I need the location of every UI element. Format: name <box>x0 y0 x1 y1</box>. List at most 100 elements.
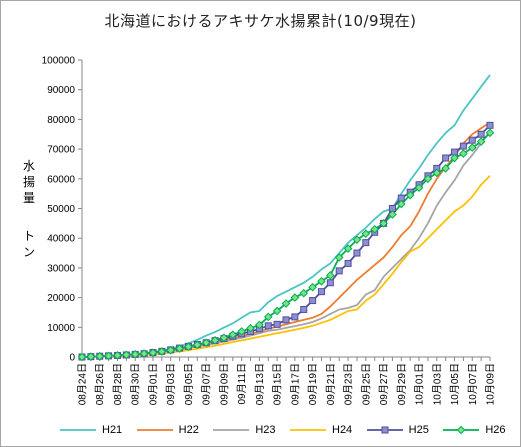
legend-label: H22 <box>178 424 199 436</box>
legend-label: H24 <box>332 424 353 436</box>
data-point-h26 <box>255 320 264 330</box>
x-tick-label: 08月28日 <box>112 363 124 405</box>
data-point-h26 <box>308 282 317 292</box>
data-point-h26 <box>263 312 273 322</box>
data-point-h25 <box>353 249 361 257</box>
y-tick-label: 30000 <box>47 263 75 274</box>
y-tick-label: 80000 <box>47 115 75 126</box>
data-point-h25 <box>309 297 317 305</box>
legend-label: H21 <box>102 424 123 436</box>
data-point-h26 <box>432 168 442 178</box>
data-point-h26 <box>343 244 353 253</box>
data-point-h26 <box>334 253 344 262</box>
data-point-h25 <box>326 279 334 287</box>
legend-item-h26: H26 <box>441 421 506 439</box>
legend-item-h23: H23 <box>211 421 276 439</box>
data-point-h26 <box>139 349 149 358</box>
data-point-h26 <box>228 330 238 340</box>
x-tick-label: 08月26日 <box>94 363 106 405</box>
legend-item-h22: H22 <box>135 421 199 439</box>
legend-label: H23 <box>255 424 276 436</box>
data-point-h25 <box>477 130 485 138</box>
data-point-h26 <box>379 219 388 228</box>
data-point-h26 <box>184 342 193 352</box>
data-point-h26 <box>290 293 300 302</box>
data-point-h26 <box>95 351 105 361</box>
y-axis-label-char: ト <box>22 229 35 243</box>
x-tick-label: 09月27日 <box>378 363 390 405</box>
x-tick-label: 09月03日 <box>165 363 177 405</box>
data-point-h26 <box>299 288 309 298</box>
legend-item-h25: H25 <box>365 421 429 439</box>
y-tick-label: 50000 <box>47 204 75 215</box>
legend-swatch <box>136 429 173 431</box>
x-tick-label: 09月13日 <box>254 363 266 405</box>
x-tick-label: 09月25日 <box>360 363 372 405</box>
y-axis-label-char: 揚 <box>22 175 35 189</box>
data-point-h26 <box>485 128 495 138</box>
data-point-h25 <box>300 305 308 313</box>
y-axis-label-char: 量 <box>22 191 35 205</box>
data-point-h25 <box>468 136 476 144</box>
data-point-h25 <box>317 288 325 296</box>
data-point-h25 <box>344 259 352 267</box>
y-tick-label: 70000 <box>47 145 75 156</box>
data-point-h26 <box>210 336 220 345</box>
x-tick-label: 10月03日 <box>431 363 443 405</box>
x-tick-label: 09月05日 <box>183 363 195 405</box>
y-tick-label: 0 <box>69 353 75 364</box>
data-point-h26 <box>192 340 202 350</box>
data-point-h26 <box>326 271 335 280</box>
data-point-h25 <box>362 239 370 247</box>
y-axis-label-char: 水 <box>22 159 35 173</box>
data-point-h26 <box>450 153 459 163</box>
legend-swatch <box>366 426 403 434</box>
legend-label: H26 <box>485 424 506 436</box>
data-point-h26 <box>122 350 131 360</box>
legend-item-h21: H21 <box>58 421 122 439</box>
y-tick-label: 60000 <box>47 174 75 185</box>
legend-swatch <box>213 429 250 431</box>
data-point-h26 <box>317 276 326 286</box>
data-point-h26 <box>396 199 406 209</box>
x-tick-label: 09月09日 <box>218 363 230 405</box>
x-tick-label: 09月11日 <box>236 363 248 405</box>
data-point-h26 <box>148 348 158 358</box>
data-point-h25 <box>335 267 343 275</box>
data-point-h26 <box>219 333 229 343</box>
x-tick-label: 09月19日 <box>307 363 319 405</box>
data-point-h26 <box>476 137 486 146</box>
y-tick-label: 20000 <box>47 293 75 304</box>
x-tick-label: 10月09日 <box>485 363 497 405</box>
data-point-h26 <box>414 183 424 193</box>
series-line-h21 <box>81 74 491 358</box>
legend-swatch <box>290 429 326 431</box>
y-axis-label: 水 揚 量 ト ン <box>18 158 40 260</box>
x-tick-label: 09月29日 <box>396 363 408 405</box>
data-point-h26 <box>370 224 380 234</box>
legend-swatch <box>60 429 96 431</box>
x-tick-label: 09月17日 <box>289 363 301 405</box>
data-point-h26 <box>361 229 371 239</box>
data-point-h25 <box>442 154 450 162</box>
legend-label: H25 <box>408 424 429 436</box>
chart-title: 北海道におけるアキサケ水揚累計(10/9現在) <box>104 12 417 30</box>
data-point-h26 <box>441 164 450 173</box>
y-tick-label: 40000 <box>47 234 75 245</box>
data-point-h26 <box>272 306 282 316</box>
x-tick-label: 10月07日 <box>467 363 479 405</box>
x-tick-label: 08月30日 <box>130 363 142 405</box>
data-point-h26 <box>201 338 211 348</box>
x-tick-label: 10月01日 <box>414 363 426 405</box>
data-point-h25 <box>282 316 290 324</box>
data-point-h25 <box>264 322 272 330</box>
data-point-h26 <box>423 174 433 184</box>
legend-swatch <box>443 425 480 435</box>
data-point-h26 <box>405 190 415 200</box>
data-point-h26 <box>459 149 468 158</box>
data-point-h26 <box>467 143 477 152</box>
x-tick-label: 10月05日 <box>449 363 461 405</box>
data-point-h26 <box>166 345 176 355</box>
